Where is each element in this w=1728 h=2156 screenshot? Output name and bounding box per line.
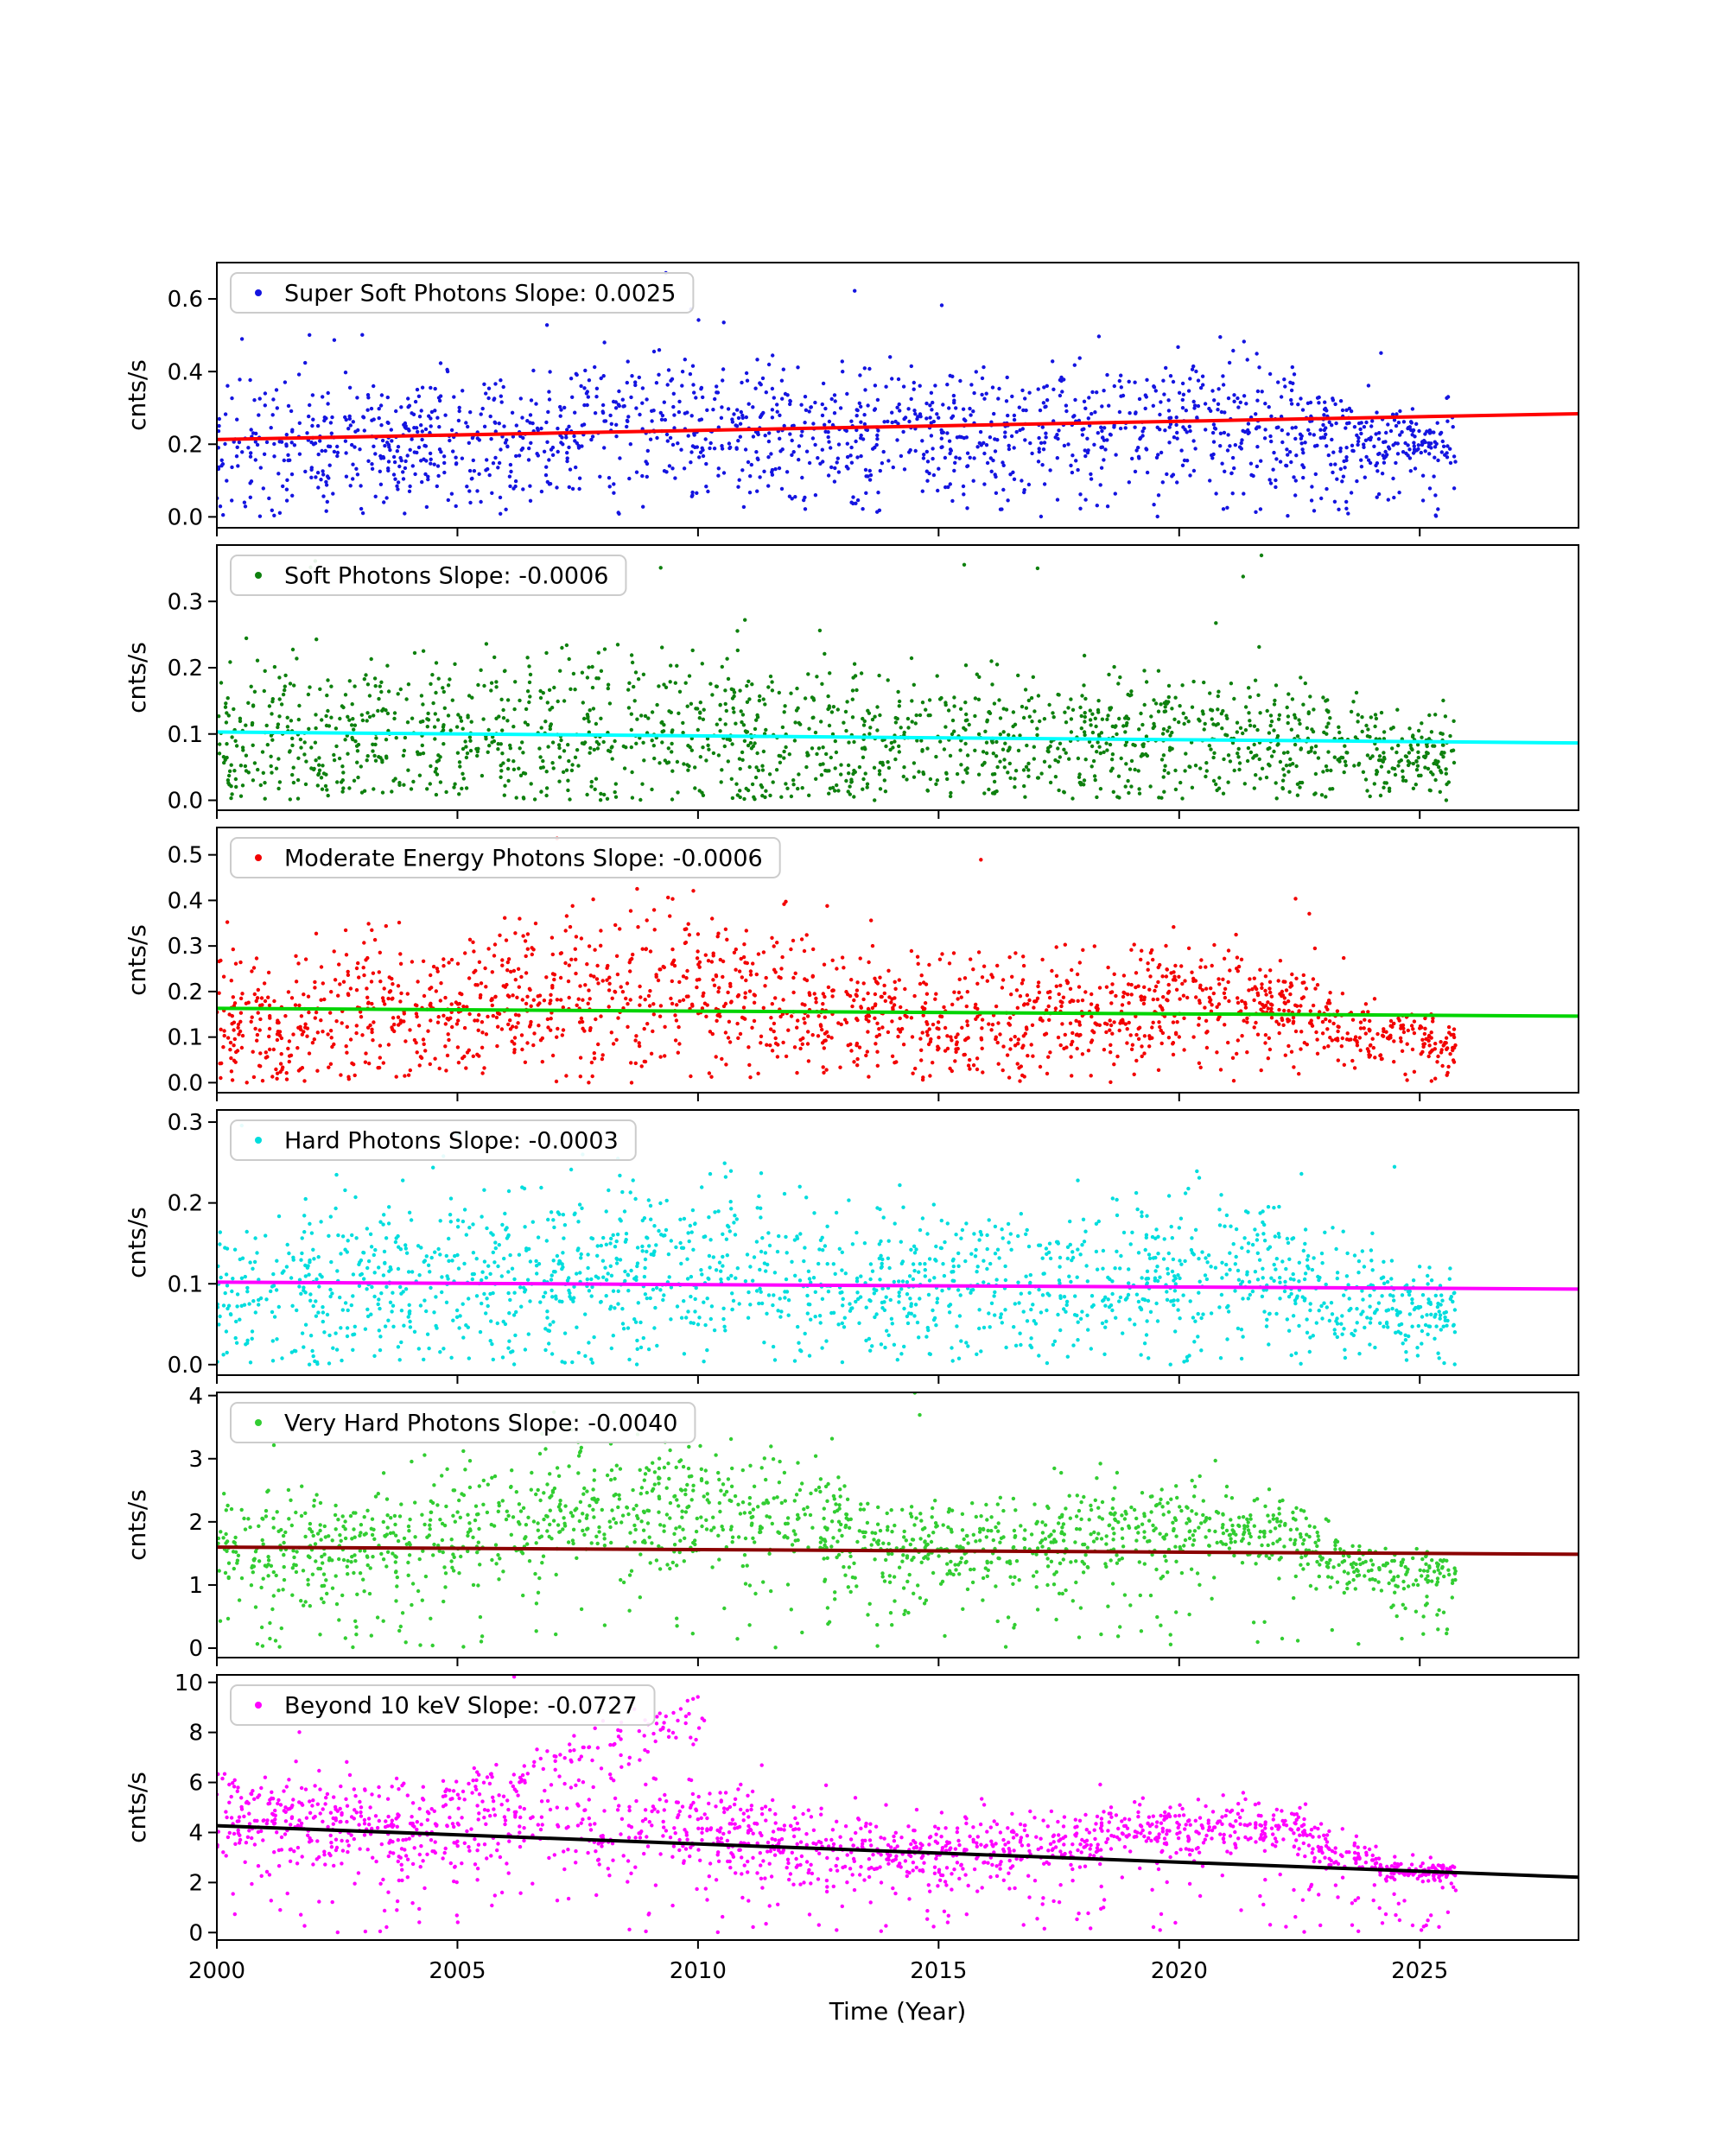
y-tick-label: 0.2: [168, 1191, 203, 1217]
x-tick-label: 2020: [1151, 1958, 1208, 1984]
axes-frame: [216, 1674, 1579, 1941]
y-axis-label: cnts/s: [123, 924, 151, 996]
y-ticks: 0 1 2 3 4: [188, 1384, 217, 1662]
legend-label: Very Hard Photons Slope: -0.0040: [284, 1410, 677, 1436]
y-tick-label: 0.5: [168, 843, 203, 869]
axes-frame: [216, 1109, 1579, 1376]
y-axis-label: cnts/s: [123, 359, 151, 431]
scatter-points: [217, 1675, 1458, 1935]
legend-marker: [255, 854, 262, 861]
y-tick-label: 10: [175, 1671, 203, 1696]
y-axis-label: cnts/s: [123, 642, 151, 713]
trend-line: [217, 730, 1579, 745]
x-ticks: [216, 528, 1421, 536]
panel-beyond-10-kev: 0 2 4 6 8 10 2000 2005 2010 2015 2020 2025 cnts/s Bey…: [123, 1671, 1579, 1984]
panel-super-soft-photons: 0.0 0.2 0.4 0.6 cnts/s Super Soft Photons Slo…: [123, 262, 1579, 536]
legend-marker: [255, 1419, 262, 1426]
trend-line: [217, 1280, 1579, 1291]
x-tick-label: 2000: [188, 1958, 245, 1984]
y-tick-label: 0.1: [168, 722, 203, 748]
y-ticks: 0.0 0.2 0.4 0.6: [168, 287, 217, 530]
panel-moderate-energy-photons: 0.0 0.1 0.2 0.3 0.4 0.5 cnts/s Moderate Energy …: [123, 827, 1579, 1101]
x-tick-label: 2025: [1391, 1958, 1448, 1984]
scatter-points: [217, 553, 1457, 802]
y-axis-label: cnts/s: [123, 1772, 151, 1843]
legend-marker: [255, 289, 262, 296]
x-ticks: [216, 810, 1421, 819]
y-tick-label: 3: [188, 1447, 203, 1473]
y-tick-label: 6: [188, 1771, 203, 1797]
trend-line: [217, 411, 1579, 441]
y-tick-label: 4: [188, 1384, 203, 1410]
x-ticks: [216, 1375, 1421, 1384]
x-ticks: [216, 1658, 1421, 1666]
y-tick-label: 0.2: [168, 656, 203, 682]
trend-line: [217, 1823, 1579, 1880]
y-ticks: 0.0 0.1 0.2 0.3 0.4 0.5: [168, 843, 217, 1096]
panel-hard-photons: 0.0 0.1 0.2 0.3 cnts/s Hard Photons Slope: -0…: [123, 1109, 1579, 1384]
y-tick-label: 0.2: [168, 980, 203, 1005]
y-tick-label: 0.3: [168, 589, 203, 615]
legend: Beyond 10 keV Slope: -0.0727: [230, 1684, 656, 1726]
y-tick-label: 1: [188, 1573, 203, 1599]
legend-label: Soft Photons Slope: -0.0006: [284, 562, 608, 589]
y-tick-label: 0.0: [168, 789, 203, 815]
y-tick-label: 0.3: [168, 934, 203, 960]
y-ticks: 0 2 4 6 8 10: [175, 1671, 217, 1946]
axes-frame: [216, 827, 1579, 1094]
trend-line: [217, 1006, 1579, 1018]
y-tick-label: 0.3: [168, 1110, 203, 1136]
x-ticks: [216, 1093, 1421, 1101]
legend-marker: [255, 572, 262, 579]
y-tick-label: 8: [188, 1721, 203, 1747]
legend: Hard Photons Slope: -0.0003: [230, 1119, 637, 1161]
x-axis-label: Time (Year): [829, 1997, 967, 2026]
trend-line: [217, 1545, 1579, 1557]
y-tick-label: 0.0: [168, 1070, 203, 1096]
legend-label: Moderate Energy Photons Slope: -0.0006: [284, 845, 763, 872]
legend: Soft Photons Slope: -0.0006: [230, 555, 627, 596]
axes-frame: [216, 1392, 1579, 1658]
y-tick-label: 0.4: [168, 359, 203, 385]
legend: Moderate Energy Photons Slope: -0.0006: [230, 837, 781, 878]
x-tick-label: 2010: [670, 1958, 727, 1984]
x-ticks: 2000 2005 2010 2015 2020 2025: [188, 1940, 1448, 1984]
x-tick-label: 2005: [429, 1958, 486, 1984]
y-tick-label: 2: [188, 1510, 203, 1536]
legend-marker: [255, 1702, 262, 1709]
y-tick-label: 0.1: [168, 1025, 203, 1051]
y-axis-label: cnts/s: [123, 1207, 151, 1278]
axes-frame: [216, 262, 1579, 529]
y-ticks: 0.0 0.1 0.2 0.3: [168, 1110, 217, 1379]
y-tick-label: 0.2: [168, 432, 203, 458]
scatter-points: [217, 270, 1458, 519]
y-tick-label: 0: [188, 1920, 203, 1946]
y-tick-label: 0.6: [168, 287, 203, 313]
y-tick-label: 0.1: [168, 1271, 203, 1297]
legend: Very Hard Photons Slope: -0.0040: [230, 1402, 696, 1443]
legend-marker: [255, 1137, 262, 1144]
y-tick-label: 0: [188, 1636, 203, 1662]
y-tick-label: 4: [188, 1821, 203, 1847]
scatter-points: [217, 1123, 1458, 1367]
y-axis-label: cnts/s: [123, 1489, 151, 1561]
y-tick-label: 0.0: [168, 1353, 203, 1379]
legend-label: Hard Photons Slope: -0.0003: [284, 1127, 619, 1154]
legend-label: Super Soft Photons Slope: 0.0025: [284, 280, 676, 307]
legend: Super Soft Photons Slope: 0.0025: [230, 272, 695, 314]
y-tick-label: 0.4: [168, 888, 203, 914]
y-tick-label: 0.0: [168, 504, 203, 530]
axes-frame: [216, 544, 1579, 811]
x-tick-label: 2015: [910, 1958, 967, 1984]
y-tick-label: 2: [188, 1870, 203, 1896]
panel-soft-photons: 0.0 0.1 0.2 0.3 cnts/s Soft Photons Slope: -0…: [123, 544, 1579, 819]
y-ticks: 0.0 0.1 0.2 0.3: [168, 589, 217, 815]
scatter-points: [217, 1392, 1458, 1650]
legend-label: Beyond 10 keV Slope: -0.0727: [284, 1692, 638, 1719]
panel-very-hard-photons: 0 1 2 3 4 cnts/s Very Hard Photons Slope: -0.0…: [123, 1384, 1579, 1666]
